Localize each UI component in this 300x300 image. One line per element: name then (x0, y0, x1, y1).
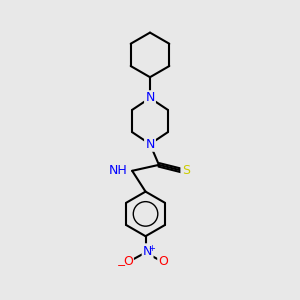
Text: +: + (148, 244, 155, 253)
Text: N: N (145, 138, 155, 151)
Text: NH: NH (109, 164, 128, 177)
Text: S: S (182, 164, 190, 177)
Text: −: − (117, 261, 127, 271)
Text: N: N (143, 244, 152, 258)
Text: N: N (145, 92, 155, 104)
Text: O: O (158, 255, 168, 268)
Text: O: O (123, 255, 133, 268)
